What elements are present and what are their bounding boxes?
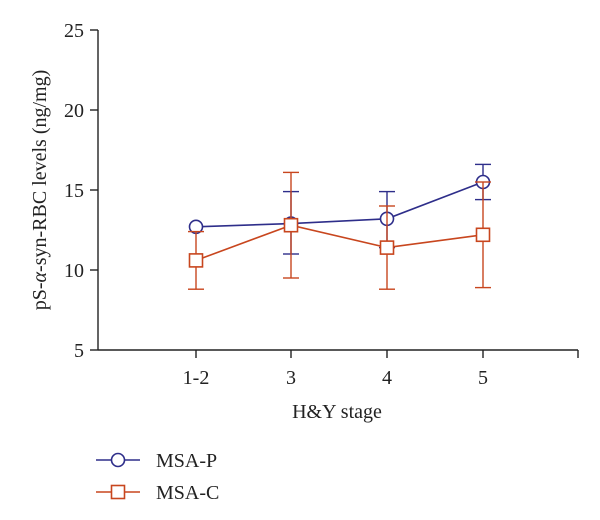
legend-label: MSA-P [156,450,217,472]
axes [97,30,579,358]
y-axis-ticks: 5 10 15 20 25 [64,20,98,362]
series-msa-c [188,171,491,290]
series-line [195,224,484,262]
x-axis-label: H&Y stage [292,401,382,423]
legend-item: MSA-C [96,482,219,504]
series-line [195,181,484,228]
data-point [283,217,299,233]
legend-marker [110,484,126,500]
y-axis-label: pS-α-syn-RBC levels (ng/mg) [29,70,51,311]
x-axis-ticks: 1-2 3 4 5 [183,350,488,389]
x-tick-label: 1-2 [183,367,210,389]
y-tick-label: 5 [74,340,84,362]
legend: MSA-P MSA-C [96,450,219,504]
legend-marker [110,452,126,468]
series-layer [188,163,491,290]
legend-item: MSA-P [96,450,217,472]
data-point [475,227,491,243]
y-axis-label-suffix: -syn-RBC levels (ng/mg) [29,70,51,272]
y-axis-label-alpha: α [29,271,51,282]
y-axis-label-prefix: pS- [29,282,51,310]
y-tick-label: 15 [64,180,84,202]
x-tick-label: 4 [382,367,392,389]
x-tick-label: 5 [478,367,488,389]
x-tick-label: 3 [286,367,296,389]
legend-label: MSA-C [156,482,219,504]
y-tick-label: 25 [64,20,84,42]
data-point [188,253,204,268]
y-tick-label: 20 [64,100,84,122]
y-tick-label: 10 [64,260,84,282]
data-point [379,240,395,255]
